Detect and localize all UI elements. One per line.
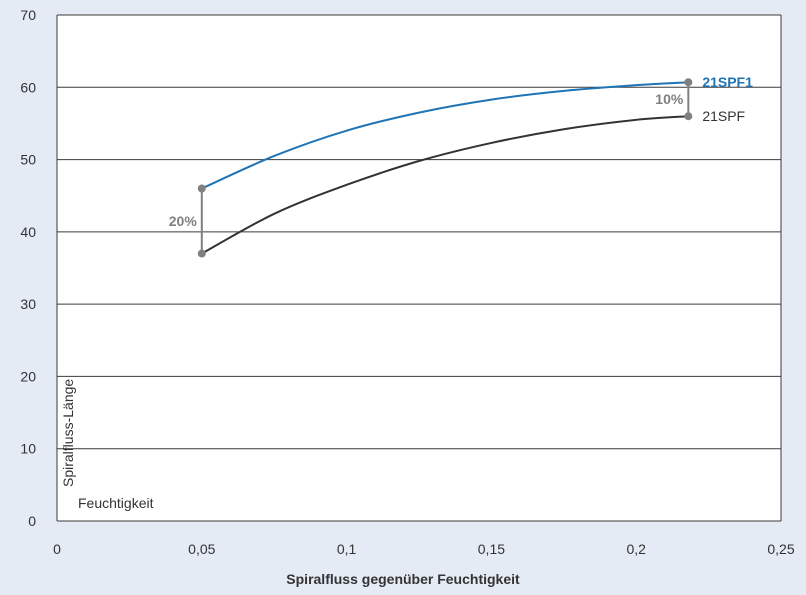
x-tick-label: 0,1: [337, 541, 357, 557]
x-tick-labels: 0 0,05 0,1 0,15 0,2 0,25: [53, 541, 795, 557]
chart-title: Spiralfluss gegenüber Feuchtigkeit: [286, 571, 520, 587]
series-label-21SPF1: 21SPF1: [702, 74, 753, 90]
series-line-21SPF1: [201, 81, 689, 190]
x-tick-label: 0,25: [767, 541, 794, 557]
y-tick-label: 70: [20, 7, 36, 23]
data-point-21SPF: [684, 112, 693, 121]
y-tick-label: 40: [20, 224, 36, 240]
plot-area: [57, 15, 781, 521]
difference-label: 10%: [655, 91, 684, 107]
x-tick-label: 0,2: [626, 541, 646, 557]
series-lines: [201, 81, 689, 255]
y-tick-label: 50: [20, 152, 36, 168]
data-point-21SPF1: [197, 184, 206, 193]
x-tick-label: 0,15: [478, 541, 505, 557]
x-tick-label: 0,05: [188, 541, 215, 557]
y-tick-label: 20: [20, 368, 36, 384]
data-point-21SPF: [197, 249, 206, 258]
series-labels: 21SPF1 21SPF: [702, 74, 753, 124]
series-line-21SPF: [201, 115, 689, 255]
series-label-21SPF: 21SPF: [702, 108, 745, 124]
y-tick-label: 0: [28, 513, 36, 529]
difference-label: 20%: [169, 213, 198, 229]
y-axis-label: Spiralfluss-Länge: [60, 379, 76, 487]
data-markers: [197, 78, 693, 258]
grid-lines: [56, 14, 782, 521]
y-tick-labels: 0 10 20 30 40 50 60 70: [20, 7, 36, 529]
y-tick-label: 10: [20, 441, 36, 457]
data-point-21SPF1: [684, 78, 693, 87]
y-tick-label: 60: [20, 79, 36, 95]
annotations: 20% 10%: [169, 82, 690, 254]
x-tick-label: 0: [53, 541, 61, 557]
x-axis-label: Feuchtigkeit: [78, 495, 154, 511]
y-tick-label: 30: [20, 296, 36, 312]
